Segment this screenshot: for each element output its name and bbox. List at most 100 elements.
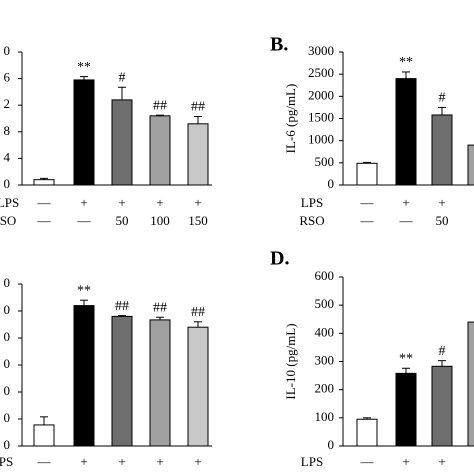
y-tick-label: 500 — [315, 154, 335, 169]
y-tick-label: 100 — [315, 409, 335, 424]
x-tick-label: 150 — [188, 213, 208, 228]
x-tick-label: + — [118, 454, 125, 469]
row-label: SO — [0, 472, 14, 474]
x-tick-label: + — [156, 195, 163, 210]
y-tick-label: 1000 — [308, 132, 334, 147]
panel-label: B. — [270, 34, 288, 56]
row-label: LPS — [301, 454, 323, 469]
bar — [187, 123, 209, 186]
x-tick-label: — — [37, 472, 52, 474]
bar — [73, 305, 95, 447]
y-tick-label: 8 — [4, 123, 11, 138]
significance-mark: # — [439, 344, 446, 359]
y-tick-label: 0 — [4, 437, 11, 452]
x-tick-label: + — [156, 454, 163, 469]
significance-mark: ** — [399, 55, 413, 70]
x-tick-label: — — [360, 195, 375, 210]
y-tick-label: 0 — [4, 410, 11, 425]
error-bar — [40, 416, 48, 425]
y-axis-label: IL-10 (pg/mL) — [283, 323, 298, 399]
y-tick-label: 0 — [4, 329, 11, 344]
y-tick-label: 0 — [4, 356, 11, 371]
error-bar — [80, 76, 88, 80]
y-tick-label: 1500 — [308, 109, 334, 124]
bar — [356, 162, 378, 186]
bar — [149, 319, 171, 447]
x-tick-label: — — [37, 195, 52, 210]
significance-mark: ## — [191, 305, 205, 320]
y-tick-label: 2 — [4, 96, 11, 111]
significance-mark: ## — [115, 299, 129, 314]
bar — [111, 99, 133, 186]
x-tick-label: + — [194, 454, 201, 469]
error-bar — [118, 86, 126, 100]
x-tick-label: — — [360, 213, 375, 228]
y-tick-label: 2500 — [308, 65, 334, 80]
x-tick-label: — — [399, 472, 414, 474]
row-label: LPS — [0, 195, 19, 210]
significance-mark: # — [439, 91, 446, 106]
x-tick-label: — — [77, 213, 92, 228]
x-tick-label: 50 — [436, 472, 449, 474]
y-tick-label: 0 — [328, 176, 335, 191]
y-tick-label: 3000 — [308, 43, 334, 58]
bar — [356, 418, 378, 447]
bar — [33, 179, 55, 186]
row-label: PS — [0, 454, 13, 469]
x-tick-label: + — [118, 195, 125, 210]
error-bar — [402, 71, 410, 79]
significance-mark: # — [119, 70, 126, 85]
bar — [187, 326, 209, 447]
y-tick-label: 0 — [4, 383, 11, 398]
bar — [111, 315, 133, 447]
x-tick-label: — — [37, 454, 52, 469]
x-tick-label: 150 — [188, 472, 208, 474]
error-bar — [80, 299, 88, 306]
row-label: LPS — [301, 195, 323, 210]
bar — [467, 321, 474, 447]
x-tick-label: — — [37, 213, 52, 228]
y-tick-label: 0 — [4, 43, 11, 58]
bar — [431, 114, 453, 186]
significance-mark: ** — [77, 60, 91, 75]
error-bar — [363, 417, 371, 420]
x-tick-label: 50 — [436, 213, 449, 228]
error-bar — [194, 116, 202, 124]
y-tick-label: 0 — [328, 437, 335, 452]
significance-mark: ** — [77, 283, 91, 298]
significance-mark: ## — [191, 100, 205, 115]
y-tick-label: 4 — [4, 149, 11, 164]
significance-mark: ** — [399, 351, 413, 366]
error-bar — [438, 106, 446, 115]
error-bar — [438, 360, 446, 367]
error-bar — [40, 177, 48, 180]
x-tick-label: — — [360, 454, 375, 469]
x-tick-label: + — [194, 195, 201, 210]
y-tick-label: 500 — [315, 296, 335, 311]
x-tick-label: 100 — [150, 213, 170, 228]
error-bar — [156, 316, 164, 320]
y-tick-label: 0 — [4, 302, 11, 317]
panel-label: D. — [270, 248, 289, 270]
significance-mark: ## — [153, 98, 167, 113]
x-tick-label: + — [438, 195, 445, 210]
bar — [33, 424, 55, 447]
y-tick-label: 0 — [4, 176, 11, 191]
y-tick-label: 0 — [4, 275, 11, 290]
error-bar — [118, 315, 126, 317]
x-tick-label: 50 — [116, 213, 129, 228]
bar — [149, 115, 171, 186]
x-tick-label: + — [402, 454, 409, 469]
x-tick-label: 50 — [116, 472, 129, 474]
y-tick-label: 2000 — [308, 87, 334, 102]
x-tick-label: + — [438, 454, 445, 469]
y-axis-label: IL-6 (pg/mL) — [283, 84, 298, 154]
row-label: RSO — [299, 472, 324, 474]
x-tick-label: — — [399, 213, 414, 228]
significance-mark: ## — [153, 300, 167, 315]
y-tick-label: 600 — [315, 268, 335, 283]
y-tick-label: 200 — [315, 381, 335, 396]
x-tick-label: + — [80, 454, 87, 469]
y-tick-label: 400 — [315, 324, 335, 339]
